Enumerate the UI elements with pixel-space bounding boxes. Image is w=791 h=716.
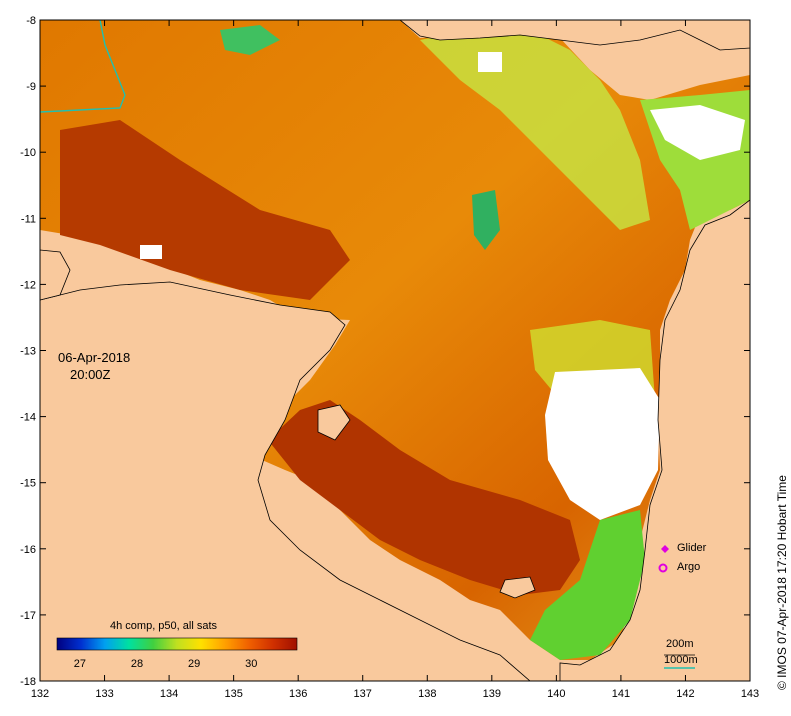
lat-tick-label: -14 [20,412,36,424]
composite-label: 4h comp, p50, all sats [110,620,218,632]
lon-tick-label: 140 [547,688,565,700]
lon-tick-label: 135 [224,688,242,700]
colorbar-tick-label: 29 [188,658,200,670]
lon-tick-label: 143 [741,688,759,700]
glider-marker-icon [661,545,669,553]
lon-tick-label: 138 [418,688,436,700]
hot-sst-west [60,120,350,300]
colorbar-tick-label: 30 [245,658,257,670]
land-mornington [499,576,536,599]
hot-sst-gulf [268,400,580,595]
lat-tick-label: -18 [20,676,36,688]
land-groote [317,404,351,441]
cool-sst-north [420,30,650,230]
glider-legend-label: Glider [677,542,707,554]
colorbar-tick-label: 28 [131,658,143,670]
date-label: 06-Apr-2018 [58,350,131,365]
isobath-200m [40,20,126,113]
lat-tick-label: -15 [20,478,36,490]
argo-marker-icon [658,563,668,573]
cool-sst-patch2 [472,190,500,250]
lat-tick-label: -16 [20,544,36,556]
isobath-1000m-label: 1000m [664,654,698,666]
argo-legend-label: Argo [677,561,701,573]
isobath-200m-label: 200m [666,638,694,650]
land-north-png [399,20,750,51]
cloud-mask [545,368,660,520]
colorbar-ticks: 27 28 29 30 [74,658,258,670]
cloud-mask-n [478,52,502,72]
lon-tick-label: 139 [483,688,501,700]
land-west-arnhem [40,281,531,681]
lat-tick-label: -8 [26,15,36,27]
lat-tick-label: -9 [26,81,36,93]
cool-sst-coast [530,510,645,660]
lon-tick-label: 137 [354,688,372,700]
lon-tick-label: 132 [31,688,49,700]
lat-tick-label: -11 [21,213,36,225]
lon-tick-label: 136 [289,688,307,700]
cloud-mask-ne [650,105,745,160]
lat-tick-label: -10 [20,147,36,159]
lon-tick-label: 142 [676,688,694,700]
land-nw-corner [40,249,71,301]
land-cape-york [559,199,750,681]
colorbar [56,637,298,651]
lon-tick-label: 141 [612,688,630,700]
credit-label: © IMOS 07-Apr-2018 17:20 Hobart Time [775,475,789,690]
lon-tick-label: 133 [95,688,113,700]
lat-tick-label: -17 [20,610,36,622]
lat-tick-label: -12 [20,279,36,291]
cool-sst-patch [220,25,280,55]
lat-tick-label: -13 [20,346,36,358]
lon-tick-label: 134 [160,688,178,700]
cloud-mask-w [140,245,162,259]
latitude-axis: -8 -9 -10 -11 -12 -13 -14 -15 -16 -17 -18 [20,15,750,688]
time-label: 20:00Z [70,367,111,382]
colorbar-tick-label: 27 [74,658,86,670]
longitude-axis: 132 133 134 135 136 137 138 139 140 141 142 143 [31,20,759,700]
